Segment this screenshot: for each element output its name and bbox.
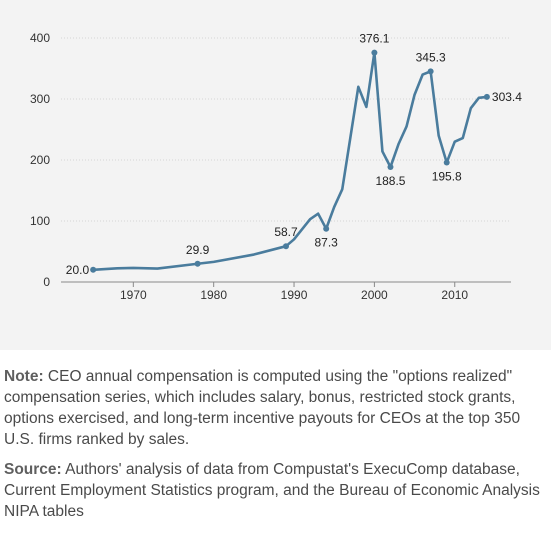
data-label: 376.1 [359,32,389,46]
chart-panel: 0 100 200 300 400 1970 1980 1990 2000 2010 20.0 29… [0,0,551,350]
data-label: 58.7 [274,225,298,239]
data-label: 195.8 [432,170,462,184]
note-paragraph: Note: CEO annual compensation is compute… [4,366,548,450]
gridlines [61,37,511,222]
y-tick-label: 300 [30,92,50,106]
data-labels: 20.0 29.9 58.7 87.3 376.1 188.5 345.3 195.8 303.… [66,32,522,277]
data-point-marker [323,225,330,232]
figure-notes: Note: CEO annual compensation is compute… [4,366,548,531]
data-label: 29.9 [186,243,210,257]
y-tick-label: 0 [43,275,50,289]
y-tick-label: 100 [30,214,50,228]
data-label: 87.3 [314,236,338,250]
data-label: 303.4 [492,90,522,104]
x-tick-label: 2000 [361,288,388,302]
y-tick-label: 200 [30,153,50,167]
note-label: Note: [4,368,44,385]
data-point-marker [443,159,450,166]
data-label: 345.3 [416,50,446,64]
data-point-marker [483,93,490,100]
source-label: Source: [4,461,62,478]
x-tick-label: 1980 [200,288,227,302]
data-point-marker [283,243,289,250]
series-line [91,51,489,272]
data-point-marker [194,260,201,267]
data-point-marker [427,68,434,75]
axes: 0 100 200 300 400 1970 1980 1990 2000 2010 [30,31,511,302]
data-point-marker [387,164,394,171]
series-line-layer [91,51,489,272]
y-tick-label: 400 [30,31,50,45]
data-point-marker [371,49,378,56]
source-text: Authors' analysis of data from Compustat… [4,461,540,520]
x-tick-label: 2010 [441,288,468,302]
note-text: CEO annual compensation is computed usin… [4,368,521,448]
data-label: 188.5 [375,174,405,188]
data-label: 20.0 [66,263,90,277]
source-paragraph: Source: Authors' analysis of data from C… [4,459,548,522]
data-point-marker [90,266,97,273]
x-tick-label: 1990 [281,288,308,302]
line-chart: 0 100 200 300 400 1970 1980 1990 2000 2010 20.0 29… [30,31,522,302]
x-tick-label: 1970 [120,288,147,302]
data-markers [90,49,490,273]
